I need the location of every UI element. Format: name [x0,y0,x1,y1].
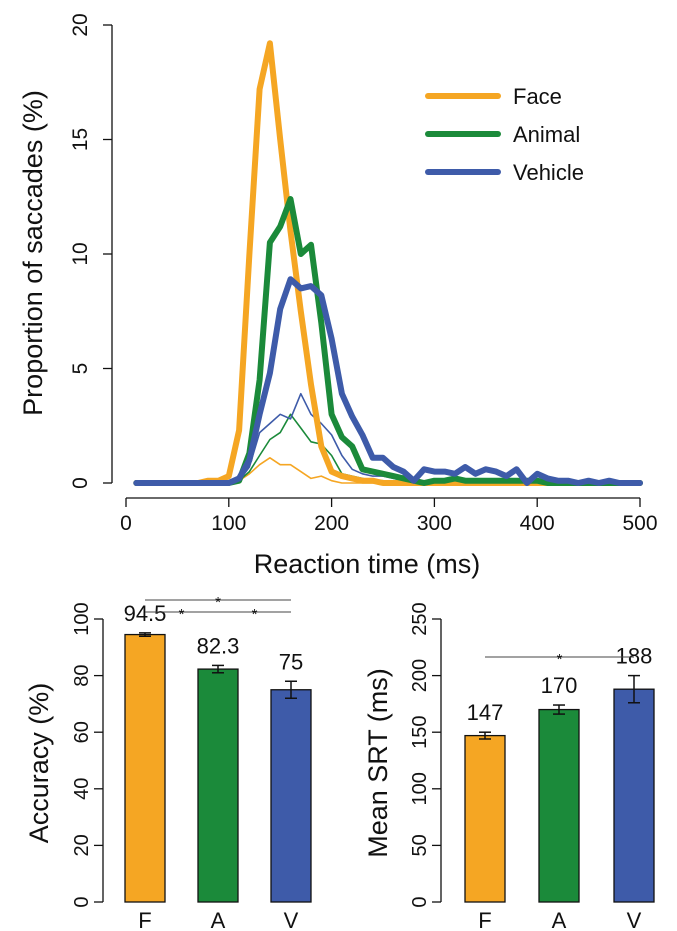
accuracy-bar-v [270,689,312,903]
srt-category-label: A [552,908,567,931]
srt-y-tick-label: 150 [409,716,431,749]
accuracy-y-tick-label: 80 [71,664,93,686]
legend-label-animal: Animal [513,122,580,147]
accuracy-value-label: 82.3 [197,633,240,658]
accuracy-y-tick-label: 20 [71,834,93,856]
legend-label-vehicle: Vehicle [513,160,584,185]
srt-ylabel: Mean SRT (ms) [363,668,393,858]
x-tick-label: 300 [417,512,452,535]
face-thick-line [133,40,643,486]
accuracy-bar-f [124,633,166,903]
line-chart-xlabel: Reaction time (ms) [254,549,481,579]
saccade-distribution-chart: 0 100 200 300 400 500 0 5 10 15 20 Face Animal Vehic… [18,13,658,579]
srt-significance-star: * [557,651,563,668]
srt-category-label: V [627,908,642,931]
y-tick-label: 15 [69,128,92,151]
accuracy-bar-chart: 0 20 40 60 80 100 94.5 F 82.3 A 75 V * * * Accuracy (%… [24,594,312,931]
accuracy-category-label: F [138,908,151,931]
x-tick-label: 100 [211,512,246,535]
y-tick-label: 0 [69,477,92,489]
x-tick-label: 500 [622,512,657,535]
animal-thick-line [133,196,643,486]
line-chart-series [133,40,643,486]
srt-bar-a [538,708,580,903]
accuracy-y-tick-label: 40 [71,778,93,800]
srt-bar-chart: 0 50 100 150 200 250 147 F 170 A 188 V * Mean SRT (m… [363,602,655,931]
accuracy-y-tick-label: 60 [71,721,93,743]
vehicle-thin-line [135,392,436,484]
accuracy-significance-star: * [252,606,258,623]
accuracy-category-label: A [211,908,226,931]
y-tick-label: 20 [69,13,92,36]
srt-y-tick-label: 250 [409,602,431,635]
accuracy-ylabel: Accuracy (%) [24,683,54,844]
line-chart-ylabel: Proportion of saccades (%) [18,90,48,416]
line-chart-axes: 0 100 200 300 400 500 0 5 10 15 20 [69,13,658,535]
line-chart-legend: Face Animal Vehicle [425,84,584,185]
x-tick-label: 400 [520,512,555,535]
accuracy-y-tick-label: 0 [71,896,93,907]
srt-bar-marks: 0 50 100 150 200 250 147 F 170 A 188 V * [409,602,655,931]
accuracy-significance-star: * [179,606,185,623]
srt-value-label: 170 [541,673,578,698]
srt-y-tick-label: 0 [409,896,431,907]
srt-y-tick-label: 200 [409,659,431,692]
srt-bar-f [464,734,506,903]
x-tick-label: 200 [314,512,349,535]
accuracy-y-tick-label: 100 [71,602,93,635]
x-tick-label: 0 [120,512,132,535]
y-tick-label: 10 [69,242,92,265]
legend-label-face: Face [513,84,562,109]
y-tick-label: 5 [69,363,92,375]
srt-value-label: 147 [467,700,504,725]
srt-category-label: F [478,908,491,931]
srt-y-tick-label: 100 [409,772,431,805]
accuracy-significance-star: * [215,594,221,611]
srt-bar-v [613,688,655,903]
accuracy-bar-a [197,668,239,903]
srt-y-tick-label: 50 [409,834,431,856]
accuracy-category-label: V [284,908,299,931]
vehicle-thick-line [133,276,643,486]
srt-value-label: 188 [616,644,653,669]
accuracy-value-label: 94.5 [124,601,167,626]
accuracy-bar-marks: 0 20 40 60 80 100 94.5 F 82.3 A 75 V * * * [71,594,312,931]
accuracy-value-label: 75 [279,649,303,674]
